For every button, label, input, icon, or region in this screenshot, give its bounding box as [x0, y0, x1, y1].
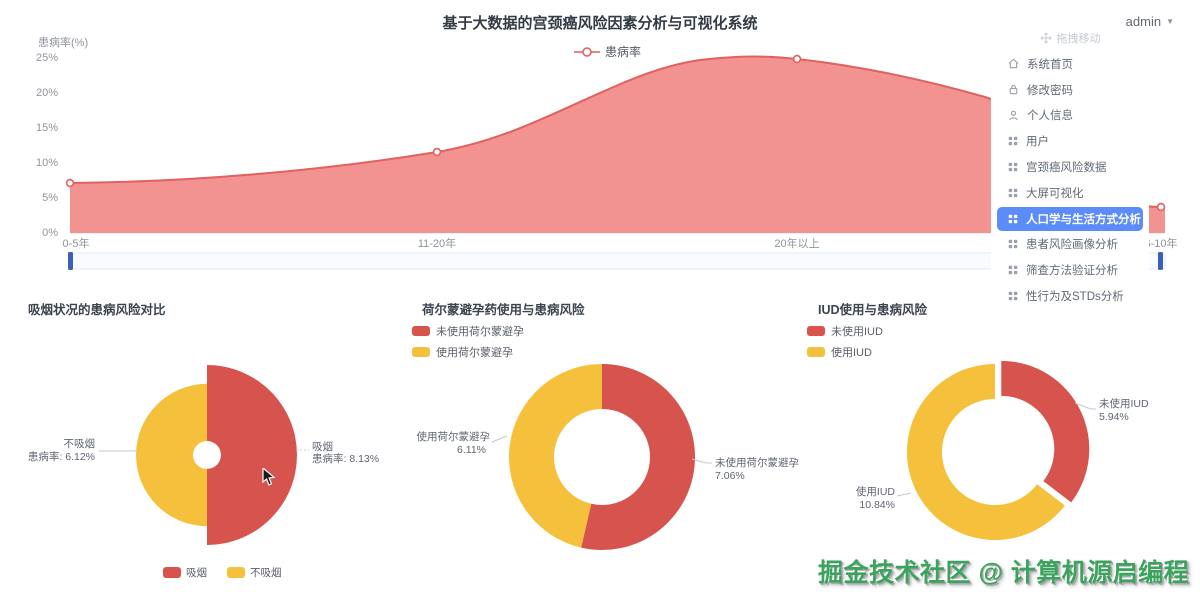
pie2-right-callout-line [691, 458, 712, 464]
y-tick-0: 0% [42, 227, 58, 239]
pie2-slice-1[interactable] [509, 364, 602, 548]
sidebar-item-bigscreen[interactable]: 大屏可视化 [991, 181, 1149, 205]
pie3-left-callout-line [896, 492, 912, 497]
pie1-slice-1[interactable] [136, 383, 207, 527]
x-tick-0: 0-5年 [63, 236, 90, 250]
page-title: 基于大数据的宫颈癌风险因素分析与可视化系统 [442, 15, 758, 32]
pie3-right-label-value: 5.94% [1099, 411, 1129, 423]
pie2-left-label-name: 使用荷尔蒙避孕 [417, 430, 491, 443]
pie1-left-label-value: 患病率: 6.12% [28, 450, 95, 463]
pie3-title: IUD使用与患病风险 [818, 303, 928, 317]
pie3-left-label-value: 10.84% [859, 499, 895, 511]
data-point-3[interactable] [1156, 202, 1166, 212]
grid-icon [1008, 214, 1018, 223]
sidebar-item-profile[interactable]: 个人信息 [991, 103, 1149, 127]
y-axis-name: 患病率(%) [38, 35, 88, 49]
datazoom-handle-right[interactable] [1158, 252, 1163, 270]
legend-label: 患病率 [605, 44, 641, 59]
sidebar-item-stds[interactable]: 性行为及STDs分析 [991, 284, 1149, 308]
chevron-down-icon: ▼ [1166, 17, 1174, 26]
pie1-right-label-value: 患病率: 8.13% [312, 452, 379, 465]
grid-icon [1008, 291, 1018, 301]
pie3-left-label-name: 使用IUD [856, 485, 895, 498]
pie1-right-label-name: 吸烟 [312, 440, 333, 453]
pie2-title: 荷尔蒙避孕药使用与患病风险 [422, 303, 585, 317]
data-point-0[interactable] [65, 178, 75, 188]
legend-swatch [412, 346, 430, 358]
watermark: 掘金技术社区 @ 计算机源启编程 [818, 559, 1190, 587]
move-icon [1040, 32, 1051, 44]
user-icon [1009, 110, 1018, 121]
pie3-legend: 未使用IUD 使用IUD [807, 323, 883, 360]
pie3-right-label-name: 未使用IUD [1099, 397, 1149, 410]
y-tick-15: 15% [36, 122, 58, 134]
x-tick-2: 20年以上 [774, 236, 819, 250]
grid-icon [1008, 240, 1018, 249]
sidebar-menu: 拖拽移动 系统首页 修改密码 个人信息 用户 [991, 26, 1149, 344]
pie2-slice-0[interactable] [581, 364, 696, 550]
drag-hint-label: 拖拽移动 [1056, 33, 1101, 45]
pie2-right-label-value: 7.06% [715, 470, 745, 482]
data-point-1[interactable] [432, 147, 442, 157]
pie2-hormonal-chart: 使用荷尔蒙避孕 6.11% 未使用荷尔蒙避孕 7.06% [417, 364, 799, 550]
pie1-left-label-name: 不吸烟 [64, 437, 96, 450]
sidebar-item-screening[interactable]: 筛查方法验证分析 [991, 258, 1149, 282]
pie2-legend-row-1[interactable]: 使用荷尔蒙避孕 [412, 344, 524, 360]
sidebar-drag-handle[interactable]: 拖拽移动 [991, 26, 1149, 50]
grid-icon [1008, 136, 1018, 146]
lock-icon [1009, 84, 1018, 95]
sidebar-item-risk-data[interactable]: 宫颈癌风险数据 [991, 155, 1149, 179]
pie2-left-label-value: 6.11% [457, 444, 486, 456]
y-tick-20: 20% [36, 87, 58, 99]
pie3-iud-chart: 未使用IUD 5.94% 使用IUD 10.84% [856, 360, 1149, 540]
sidebar-item-password[interactable]: 修改密码 [991, 78, 1149, 102]
sidebar-item-risk-portrait[interactable]: 患者风险画像分析 [991, 232, 1149, 256]
pie1-title: 吸烟状况的患病风险对比 [28, 303, 166, 317]
area-legend[interactable]: 患病率 [574, 44, 641, 59]
pie3-slice-1[interactable] [906, 364, 1065, 540]
mouse-cursor [262, 468, 276, 486]
legend-swatch [412, 325, 430, 337]
admin-menu[interactable]: admin ▼ [1126, 14, 1174, 29]
home-icon [1008, 58, 1019, 69]
x-tick-1: 11-20年 [418, 236, 456, 250]
pie3-slice-0[interactable] [1001, 360, 1090, 503]
pie2-legend-row-0[interactable]: 未使用荷尔蒙避孕 [412, 323, 524, 339]
y-tick-5: 5% [42, 192, 58, 204]
legend-swatch-smoking[interactable] [163, 567, 181, 578]
pie2-left-callout-line [491, 435, 508, 443]
pie2-right-label-name: 未使用荷尔蒙避孕 [715, 456, 799, 469]
pie2-legend: 未使用荷尔蒙避孕 使用荷尔蒙避孕 [412, 323, 524, 360]
grid-icon [1008, 265, 1018, 275]
admin-username: admin [1125, 14, 1162, 29]
data-point-2[interactable] [792, 54, 802, 64]
pie1-smoking-chart: 不吸烟 患病率: 6.12% 吸烟 患病率: 8.13% [28, 365, 379, 545]
y-tick-10: 10% [36, 157, 58, 169]
legend-swatch [807, 325, 825, 337]
sidebar-item-demographics[interactable]: 人口学与生活方式分析 [997, 206, 1143, 231]
legend-swatch [807, 346, 825, 358]
sidebar-item-users[interactable]: 用户 [991, 129, 1149, 153]
area-series[interactable] [70, 56, 1165, 233]
pie3-legend-row-1[interactable]: 使用IUD [807, 344, 883, 360]
grid-icon [1008, 162, 1018, 172]
datazoom-handle-left[interactable] [68, 252, 73, 270]
pie3-legend-row-0[interactable]: 未使用IUD [807, 323, 883, 339]
legend-label-smoking[interactable]: 吸烟 [186, 567, 207, 579]
pie3-right-callout-line [1074, 402, 1096, 410]
legend-label-nonsmoking[interactable]: 不吸烟 [250, 567, 282, 579]
pie1-legend: 吸烟 不吸烟 [163, 565, 282, 580]
x-tick-3: 6-10年 [1144, 236, 1177, 250]
legend-circle-icon [582, 47, 592, 57]
legend-swatch-nonsmoking[interactable] [227, 567, 245, 578]
pie1-slice-0[interactable] [207, 365, 297, 545]
y-tick-25: 25% [36, 52, 58, 64]
sidebar-item-home[interactable]: 系统首页 [991, 52, 1149, 76]
grid-icon [1008, 188, 1018, 198]
